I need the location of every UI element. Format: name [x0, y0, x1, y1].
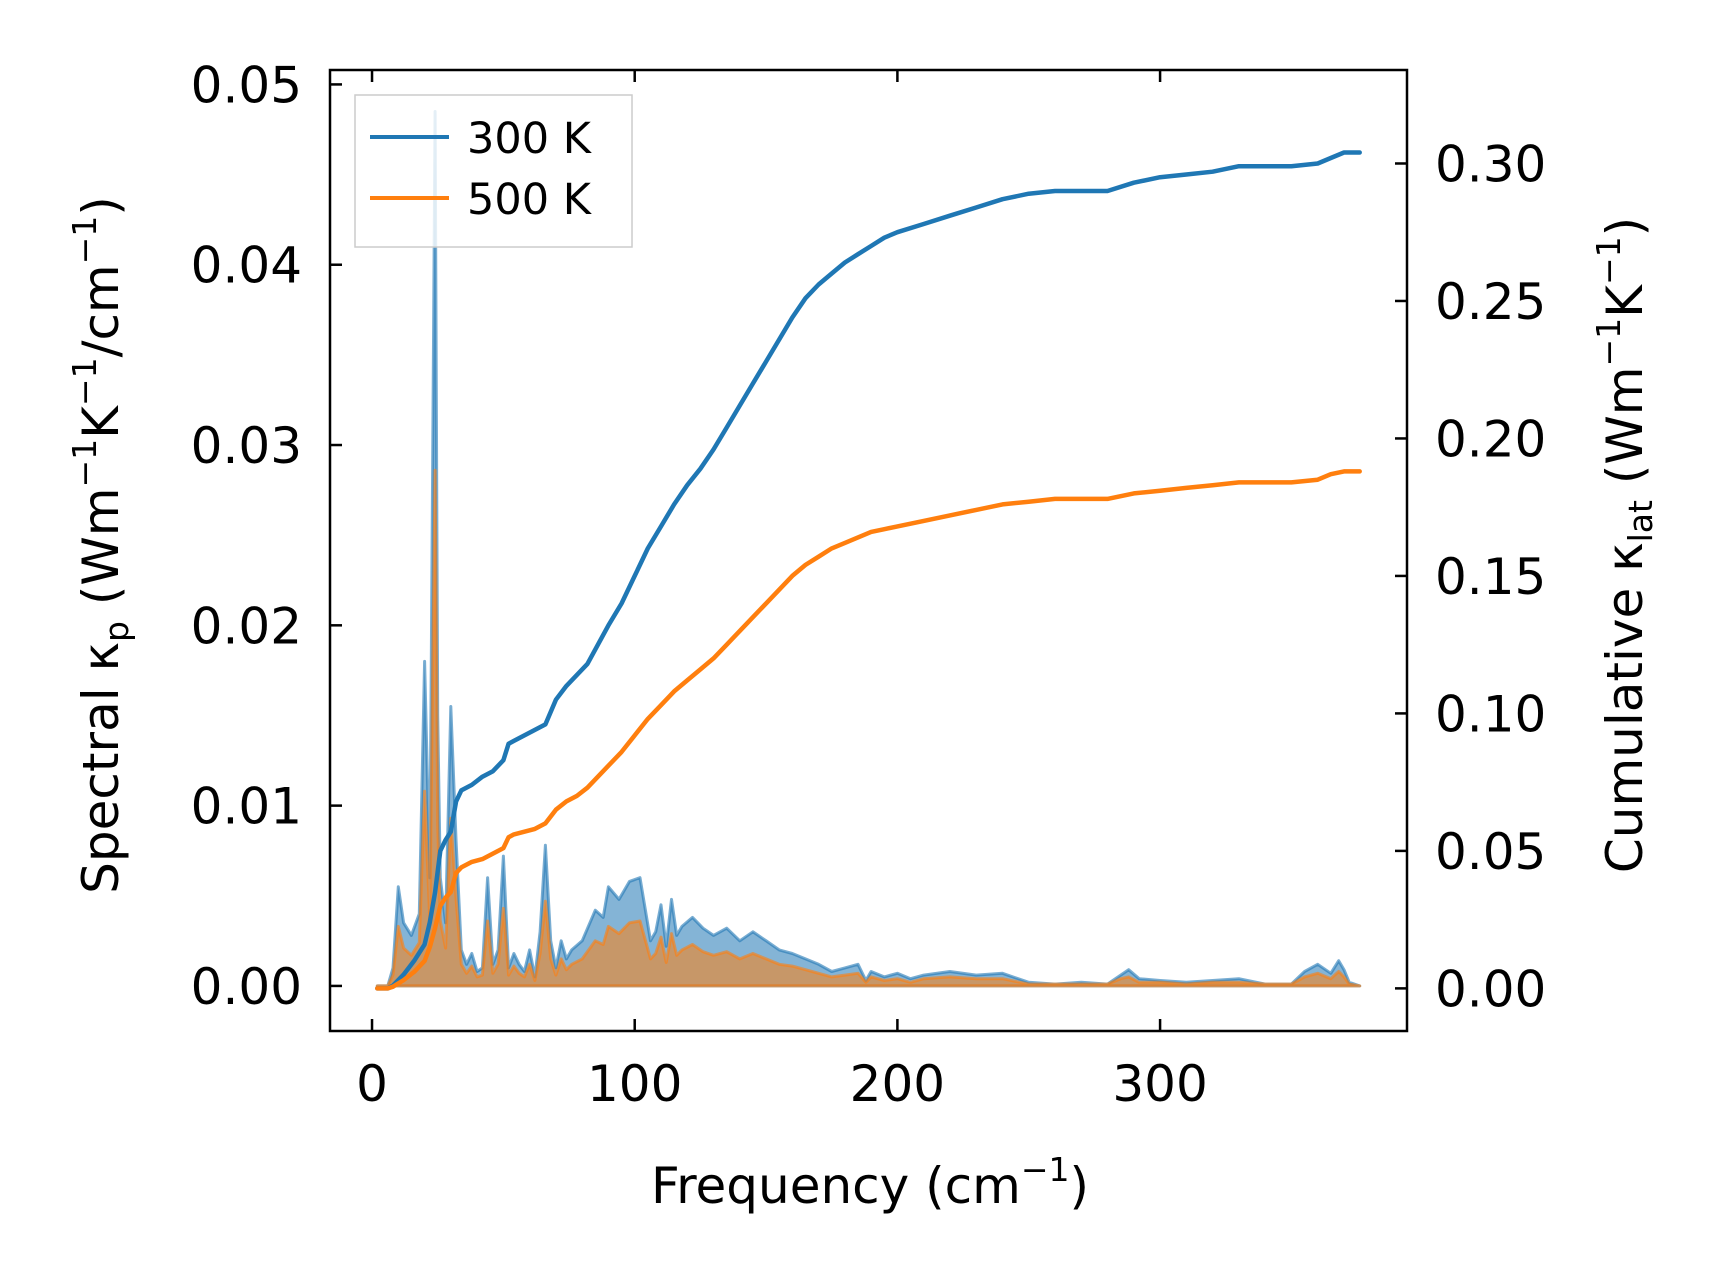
x-tick-label: 200	[850, 1055, 945, 1113]
left-y-tick-label: 0.02	[191, 597, 302, 655]
right-y-tick-label: 0.05	[1435, 823, 1546, 881]
legend-label-300k: 300 K	[467, 114, 593, 164]
right-y-axis-label-sup2: −1	[1589, 236, 1628, 285]
left-y-axis-label-end: )	[72, 196, 130, 216]
x-axis-label-end: )	[1070, 1157, 1090, 1215]
left-y-axis-label-sup3: −1	[65, 216, 104, 265]
left-y-axis-label-mid: K	[72, 405, 130, 439]
right-y-axis: 0.00 0.05 0.10 0.15 0.20 0.25 0.30	[1395, 135, 1546, 1018]
right-y-axis-label-sup1: −1	[1589, 318, 1628, 367]
right-y-axis-label: Cumulative κlat (Wm−1K−1)	[1589, 217, 1660, 873]
legend-label-500k: 500 K	[467, 175, 593, 225]
spectral-area-layer	[375, 110, 1362, 988]
left-y-tick-label: 0.00	[191, 958, 302, 1016]
left-y-tick-label: 0.03	[191, 417, 302, 475]
cumulative-line-500k	[375, 469, 1362, 991]
plot-frame	[328, 68, 1409, 1033]
cumulative-line-300k	[375, 150, 1362, 991]
left-y-tick-label: 0.01	[191, 778, 302, 836]
left-y-tick-label: 0.05	[191, 56, 302, 114]
right-y-tick-label: 0.00	[1435, 960, 1546, 1018]
left-y-axis-label: Spectral κp (Wm−1K−1/cm−1)	[65, 196, 136, 894]
x-axis-label-text: Frequency (cm	[651, 1157, 1021, 1215]
right-y-axis-label-sub: lat	[1621, 500, 1660, 542]
right-y-axis-label-rest: (Wm	[1596, 366, 1654, 500]
x-axis-label: Frequency (cm−1)	[651, 1150, 1089, 1215]
x-tick-label: 300	[1112, 1055, 1207, 1113]
left-y-axis-label-rest: (Wm	[72, 488, 130, 622]
left-y-axis-label-sub: p	[97, 621, 136, 642]
left-y-tick-label: 0.04	[191, 237, 302, 295]
right-y-tick-label: 0.30	[1435, 135, 1546, 193]
left-y-axis-label-mid2: /cm	[72, 264, 130, 357]
right-y-tick-label: 0.25	[1435, 273, 1546, 331]
left-y-axis: 0.00 0.01 0.02 0.03 0.04 0.05	[191, 56, 342, 1016]
right-y-tick-label: 0.15	[1435, 548, 1546, 606]
right-y-tick-label: 0.10	[1435, 685, 1546, 743]
right-y-axis-label-text: Cumulative κ	[1596, 542, 1654, 873]
x-axis: 0 100 200 300	[356, 70, 1208, 1113]
left-y-axis-label-sup2: −1	[65, 357, 104, 406]
x-axis-label-sup: −1	[1021, 1150, 1070, 1189]
right-y-axis-label-mid: K	[1596, 284, 1654, 318]
x-tick-label: 0	[356, 1055, 388, 1113]
legend: 300 K 500 K	[354, 94, 633, 248]
x-tick-label: 100	[587, 1055, 682, 1113]
left-y-axis-label-text: Spectral κ	[72, 642, 130, 894]
cumulative-line-layer	[375, 150, 1362, 991]
legend-box	[354, 94, 633, 248]
left-y-axis-label-sup1: −1	[65, 439, 104, 488]
right-y-axis-label-end: )	[1596, 217, 1654, 237]
spectral-area-500k	[375, 468, 1362, 988]
right-y-tick-label: 0.20	[1435, 410, 1546, 468]
